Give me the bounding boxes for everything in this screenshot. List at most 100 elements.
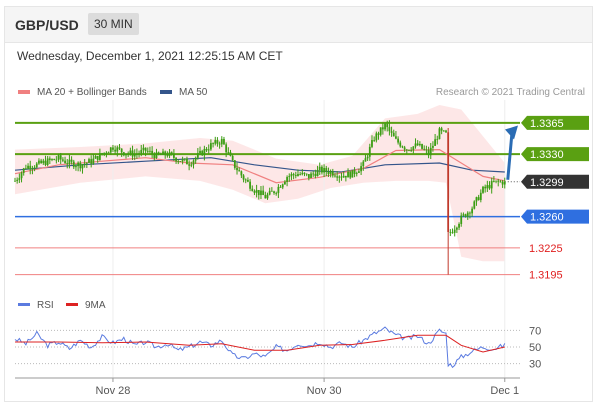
candle-body xyxy=(323,167,325,173)
candle-body xyxy=(194,157,197,161)
candle-body xyxy=(368,146,371,157)
candle-body xyxy=(140,149,143,154)
timeframe-badge[interactable]: 30 MIN xyxy=(88,13,139,35)
candle-body xyxy=(305,173,308,175)
candle-body xyxy=(292,174,295,176)
candle-body xyxy=(127,153,130,155)
candle-body xyxy=(395,136,397,139)
candle-body xyxy=(181,159,184,162)
candle-body xyxy=(366,156,369,159)
ma20-line xyxy=(14,148,505,184)
candle-body xyxy=(384,123,386,130)
candle-body xyxy=(244,179,247,181)
ma50-legend-label: MA 50 xyxy=(179,87,208,98)
candle-body xyxy=(144,147,147,151)
candle-body xyxy=(51,159,53,160)
candle-body xyxy=(98,153,101,160)
candle-body xyxy=(216,140,219,144)
resistance-level-label: 1.3365 xyxy=(530,118,564,130)
candle-body xyxy=(66,163,69,164)
candle-body xyxy=(432,145,434,148)
candle-body xyxy=(131,150,134,157)
candle-body xyxy=(362,161,365,167)
candle-body xyxy=(129,150,132,154)
candle-body xyxy=(236,167,238,171)
candle-body xyxy=(429,147,432,156)
candle-body xyxy=(227,152,230,153)
bollinger-band-fill xyxy=(15,105,505,262)
candle-body xyxy=(186,158,188,165)
candle-body xyxy=(310,173,312,178)
candle-body xyxy=(205,148,208,151)
candle-body xyxy=(229,152,232,156)
rsi-tick-label: 30 xyxy=(529,359,541,371)
candle-body xyxy=(155,152,158,159)
candle-body xyxy=(238,170,241,172)
candle-body xyxy=(264,195,267,199)
candle-body xyxy=(331,171,334,176)
candle-body xyxy=(353,170,356,174)
candle-body xyxy=(414,143,417,147)
candle-body xyxy=(294,175,297,177)
candle-body xyxy=(327,171,330,174)
candle-body xyxy=(201,150,204,156)
support-level-label: 1.3195 xyxy=(529,270,563,282)
candle-body xyxy=(390,131,393,133)
candle-body xyxy=(453,229,456,233)
candle-body xyxy=(162,151,164,155)
forecast-arrow xyxy=(505,125,518,180)
candle-body xyxy=(166,155,169,157)
candle-body xyxy=(55,159,58,161)
rsi-ma-legend-label: 9MA xyxy=(85,300,106,311)
candle-body xyxy=(377,133,380,135)
candles xyxy=(14,120,506,275)
candle-body xyxy=(479,192,482,201)
candle-body xyxy=(125,154,127,156)
candle-body xyxy=(94,156,97,159)
research-credit: Research © 2021 Trading Central xyxy=(436,87,585,98)
forecast-arrow-shaft xyxy=(506,132,514,180)
pivot-level-tag xyxy=(521,209,589,224)
candle-body xyxy=(103,152,106,155)
candle-body xyxy=(427,150,430,156)
candle-body xyxy=(188,164,191,166)
candle-body xyxy=(360,166,362,172)
time-axis: Nov 28 Nov 30 Dec 1 xyxy=(15,377,520,397)
candle-body xyxy=(46,158,49,165)
candle-body xyxy=(29,165,32,170)
candle-body xyxy=(449,231,452,233)
candle-body xyxy=(325,167,328,172)
candle-body xyxy=(503,181,506,185)
candle-body xyxy=(31,168,34,170)
candle-body xyxy=(495,180,497,182)
candle-body xyxy=(451,232,454,234)
bollinger-bands xyxy=(15,105,505,262)
candle-body xyxy=(122,152,125,156)
candle-body xyxy=(175,157,177,162)
candle-body xyxy=(35,163,38,168)
forecast-arrow-head xyxy=(505,125,518,140)
candle-body xyxy=(242,175,245,180)
candle-body xyxy=(33,167,36,169)
candle-body xyxy=(81,164,84,169)
ma20-swatch xyxy=(18,90,30,94)
candle-body xyxy=(416,143,419,146)
candle-body xyxy=(72,161,75,168)
candle-body xyxy=(466,212,469,217)
candle-body xyxy=(107,152,110,154)
candle-body xyxy=(270,190,273,192)
candle-body xyxy=(249,181,251,189)
candle-body xyxy=(358,171,360,173)
candle-body xyxy=(275,192,278,194)
candle-body xyxy=(223,138,225,145)
candle-body xyxy=(177,161,180,163)
candle-body xyxy=(53,159,56,160)
candle-body xyxy=(329,171,332,174)
resistance-level-tag xyxy=(521,115,589,130)
candle-body xyxy=(16,179,19,181)
candle-body xyxy=(114,149,117,152)
candle-body xyxy=(464,214,467,217)
price-levels xyxy=(15,121,520,276)
candle-body xyxy=(196,153,199,158)
